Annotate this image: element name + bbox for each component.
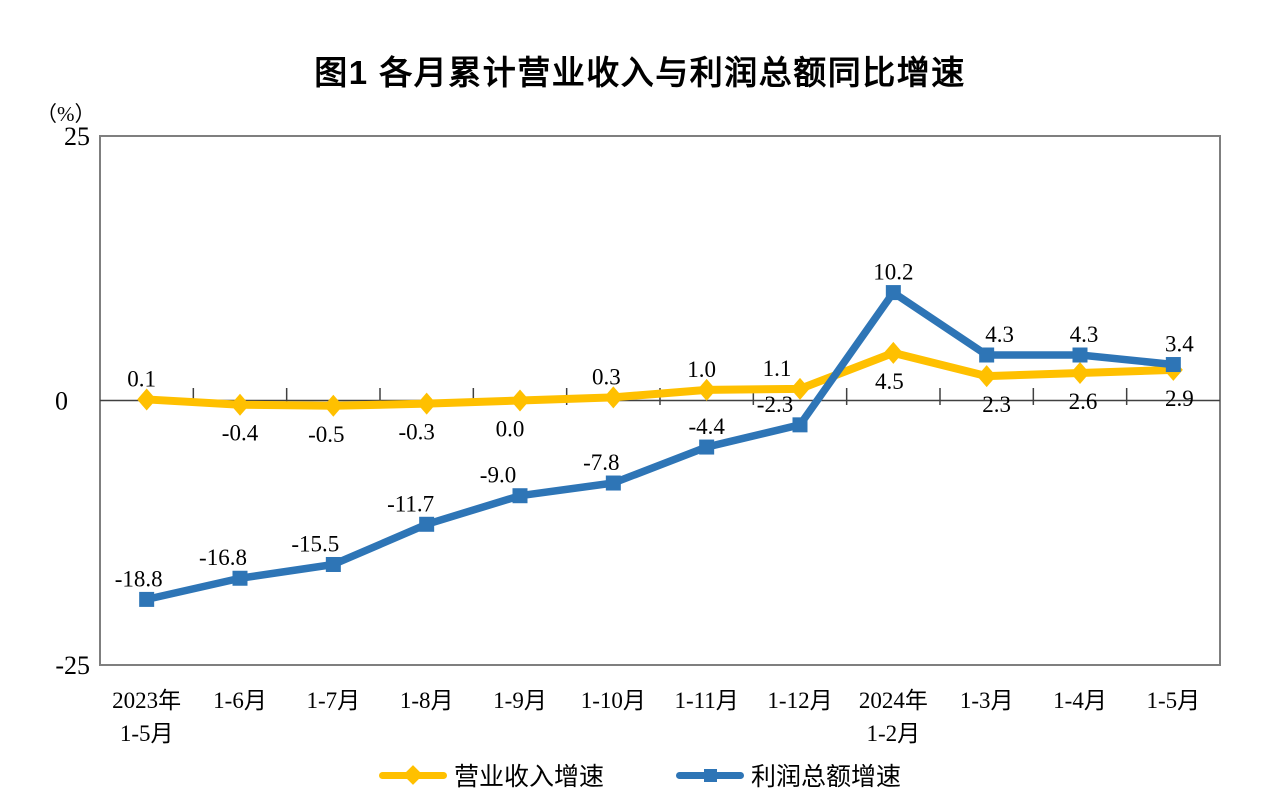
data-label-profit-growth: -15.5 [291, 531, 339, 556]
legend-item-profit-growth: 利润总额增速 [676, 757, 901, 793]
marker-revenue-growth [1070, 361, 1090, 384]
marker-revenue-growth [137, 388, 157, 411]
line-chart-plot: 25 0 -25 2023年 1-5月 1-6月 1-7月 1-8月 1-9月 1-10月 1-11… [55, 122, 1221, 746]
data-label-revenue-growth: 2.6 [1069, 389, 1098, 414]
x-axis-category-label: 1-11月 [675, 688, 739, 713]
data-label-revenue-growth: 1.1 [763, 356, 792, 381]
data-label-profit-growth: 10.2 [873, 260, 913, 285]
marker-profit-growth [1165, 357, 1181, 373]
data-label-revenue-growth: 0.1 [127, 366, 156, 391]
data-label-revenue-growth: 0.0 [496, 417, 525, 442]
data-label-profit-growth: 3.4 [1165, 332, 1194, 357]
series-line-revenue-growth [142, 348, 1178, 410]
marker-profit-growth [512, 488, 528, 504]
data-label-profit-growth: -2.3 [757, 392, 793, 417]
chart-title: 图1 各月累计营业收入与利润总额同比增速 [314, 54, 966, 91]
x-axis-category-label: 1-4月 [1053, 688, 1107, 713]
data-label-revenue-growth: 0.3 [592, 364, 621, 389]
data-label-profit-growth: -16.8 [199, 545, 247, 570]
marker-profit-growth [979, 347, 995, 363]
data-label-profit-growth: -7.8 [583, 450, 619, 475]
marker-revenue-growth [603, 386, 623, 409]
x-axis-category-label: 1-9月 [493, 688, 547, 713]
legend-label-profit-growth: 利润总额增速 [751, 764, 902, 791]
data-label-revenue-growth: -0.3 [398, 420, 434, 445]
x-axis-category-label: 1-12月 [767, 688, 832, 713]
x-axis-category-label: 2023年 1-5月 [112, 688, 181, 746]
marker-profit-growth [232, 570, 248, 586]
legend-label-revenue-growth: 营业收入增速 [453, 764, 604, 791]
data-label-profit-growth: -4.4 [688, 414, 725, 439]
marker-profit-growth [885, 285, 901, 301]
data-label-revenue-growth: 1.0 [687, 357, 716, 382]
data-label-profit-growth: -11.7 [387, 491, 434, 516]
revenue-line-marker-icon [378, 763, 447, 787]
x-axis-category-label: 1-6月 [213, 688, 267, 713]
marker-profit-growth [419, 516, 435, 532]
y-axis-tick-label: 25 [64, 122, 90, 151]
marker-profit-growth [605, 475, 621, 491]
x-axis-category-label: 1-7月 [306, 688, 360, 713]
chart-legend: 营业收入增速 利润总额增速 [0, 757, 1280, 793]
data-label-profit-growth: -18.8 [115, 566, 163, 591]
marker-revenue-growth [323, 394, 343, 417]
y-axis-tick-label: -25 [55, 651, 90, 680]
x-axis-category-label: 1-8月 [400, 688, 454, 713]
data-label-revenue-growth: 4.5 [875, 369, 904, 394]
marker-profit-growth [699, 439, 715, 455]
data-label-revenue-growth: -0.5 [308, 422, 344, 447]
marker-profit-growth [1072, 347, 1088, 363]
marker-revenue-growth [510, 389, 530, 412]
data-label-revenue-growth: 2.3 [982, 392, 1011, 417]
series-line-profit-growth [142, 288, 1178, 604]
data-label-profit-growth: 4.3 [985, 322, 1014, 347]
data-label-profit-growth: -9.0 [480, 463, 516, 488]
marker-revenue-growth [977, 365, 997, 388]
marker-profit-growth [139, 591, 155, 607]
data-label-revenue-growth: -0.4 [222, 421, 259, 446]
marker-revenue-growth [790, 377, 810, 400]
x-axis-category-label: 1-10月 [581, 688, 646, 713]
x-axis-category-label: 2024年 1-2月 [859, 688, 928, 746]
data-label-profit-growth: 4.3 [1070, 322, 1099, 347]
data-label-revenue-growth: 2.9 [1165, 386, 1194, 411]
profit-line-marker-icon [676, 763, 744, 787]
marker-profit-growth [325, 556, 341, 572]
legend-item-revenue-growth: 营业收入增速 [378, 757, 604, 793]
y-axis-tick-label: 0 [55, 387, 68, 416]
x-axis-category-label: 1-3月 [960, 688, 1014, 713]
marker-profit-growth [792, 417, 808, 433]
x-axis-category-label: 1-5月 [1146, 688, 1200, 713]
marker-revenue-growth [417, 392, 437, 415]
marker-revenue-growth [230, 393, 250, 416]
marker-revenue-growth [697, 378, 717, 401]
marker-revenue-growth [883, 341, 903, 364]
